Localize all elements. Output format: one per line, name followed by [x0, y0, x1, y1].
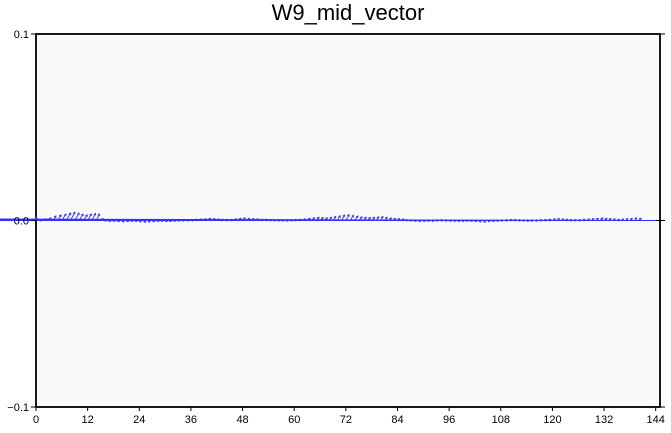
vector-head	[600, 217, 604, 221]
vector-head	[355, 215, 359, 219]
vector-head	[325, 217, 329, 221]
x-tick-label: 48	[236, 414, 248, 426]
vector-head	[389, 217, 392, 221]
vector-head	[68, 212, 72, 216]
vector-head	[89, 213, 92, 217]
vector-head	[608, 218, 612, 221]
vector-head	[372, 216, 376, 220]
vector-head	[321, 217, 324, 220]
y-tick-label: 0.0	[14, 216, 29, 228]
y-axis: −0.1 0.0 0.1	[7, 29, 665, 414]
vector-head	[351, 214, 354, 218]
vector-head	[638, 217, 642, 221]
vector-series	[0, 211, 656, 223]
vector-head	[76, 212, 80, 216]
y-tick-label: −0.1	[7, 402, 29, 414]
vector-head	[85, 214, 88, 218]
vector-head	[58, 214, 62, 218]
vector-head	[34, 216, 38, 219]
vector-head	[596, 217, 600, 221]
y-tick-label: 0.1	[14, 29, 29, 41]
vector-head	[346, 213, 350, 217]
x-tick-label: 24	[133, 414, 145, 426]
x-tick-label: 108	[492, 414, 510, 426]
vector-head	[368, 216, 372, 220]
vector-head	[384, 216, 388, 220]
x-tick-label: 84	[391, 414, 403, 426]
x-tick-label: 144	[647, 414, 665, 426]
x-tick-label: 96	[443, 414, 455, 426]
vector-head	[80, 213, 84, 217]
vector-head	[376, 216, 380, 219]
vector-head	[316, 216, 320, 220]
vector-head	[604, 217, 608, 221]
vector-head	[634, 217, 638, 220]
x-tick-label: 132	[595, 414, 613, 426]
x-tick-label: 60	[288, 414, 300, 426]
vector-head	[333, 215, 337, 219]
vector-head	[312, 217, 316, 220]
x-tick-label: 72	[340, 414, 352, 426]
vector-head	[364, 216, 367, 220]
vector-head	[630, 217, 633, 221]
vector-head	[72, 211, 76, 215]
vector-head	[97, 213, 101, 217]
x-tick-label: 120	[543, 414, 561, 426]
vector-head	[53, 215, 57, 219]
vector-head	[359, 216, 363, 220]
x-tick-label: 0	[33, 414, 39, 426]
x-tick-label: 12	[82, 414, 94, 426]
vector-head	[63, 213, 67, 217]
vector-head	[93, 212, 97, 216]
vector-head	[329, 216, 333, 220]
vector-head	[338, 215, 341, 218]
vector-head	[380, 215, 384, 219]
x-tick-label: 36	[185, 414, 197, 426]
vector-head	[342, 214, 346, 218]
chart-title: W9_mid_vector	[272, 0, 425, 25]
x-axis: 0 12 24 36 48 60 72 84 96 108 120 132 144	[33, 407, 665, 426]
